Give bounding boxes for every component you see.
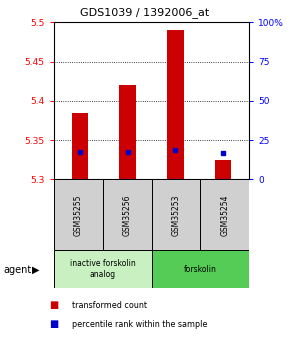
Text: GSM35254: GSM35254: [220, 194, 229, 236]
Bar: [103, 179, 151, 250]
Text: GSM35255: GSM35255: [74, 194, 83, 236]
Text: GDS1039 / 1392006_at: GDS1039 / 1392006_at: [80, 8, 210, 19]
Bar: [151, 250, 249, 288]
Bar: [72, 113, 88, 179]
Text: GSM35256: GSM35256: [123, 194, 132, 236]
Text: transformed count: transformed count: [72, 301, 148, 310]
Text: inactive forskolin
analog: inactive forskolin analog: [70, 259, 135, 279]
Text: ■: ■: [49, 319, 59, 329]
Bar: [151, 179, 200, 250]
Text: GSM35253: GSM35253: [171, 194, 180, 236]
Bar: [54, 179, 103, 250]
Text: ▶: ▶: [32, 265, 39, 275]
Bar: [119, 85, 136, 179]
Text: agent: agent: [3, 265, 31, 275]
Text: percentile rank within the sample: percentile rank within the sample: [72, 320, 208, 329]
Bar: [54, 250, 151, 288]
Bar: [167, 30, 184, 179]
Bar: [215, 160, 231, 179]
Text: forskolin: forskolin: [184, 265, 217, 274]
Text: ■: ■: [49, 300, 59, 310]
Bar: [200, 179, 249, 250]
